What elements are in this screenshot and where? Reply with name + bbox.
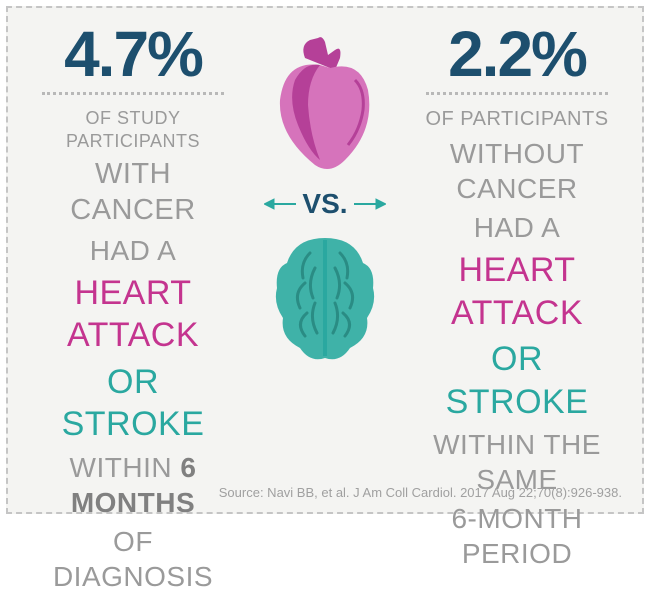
right-stroke: OR STROKE [416,338,618,423]
content-grid: 4.7% OF STUDY PARTICIPANTS WITH CANCER H… [26,22,624,462]
left-line7: OF DIAGNOSIS [32,524,234,594]
arrow-right-icon [354,197,386,211]
arrow-left-icon [264,197,296,211]
right-heart-attack: HEART ATTACK [416,249,618,334]
right-line1: OF PARTICIPANTS [416,107,618,132]
infographic-frame: 4.7% OF STUDY PARTICIPANTS WITH CANCER H… [6,6,644,514]
vs-label: VS. [302,188,347,220]
right-line3: HAD A [416,210,618,245]
right-line2: WITHOUT CANCER [416,136,618,206]
left-within: WITHIN [70,452,181,483]
right-line7: 6-MONTH PERIOD [416,501,618,571]
source-citation: Source: Navi BB, et al. J Am Coll Cardio… [219,485,622,500]
left-stroke: OR STROKE [32,361,234,446]
left-column: 4.7% OF STUDY PARTICIPANTS WITH CANCER H… [26,22,240,598]
center-column: VS. [240,22,410,368]
left-line6: WITHIN 6 MONTHS [32,450,234,520]
divider-dots [426,92,608,95]
left-heart-attack: HEART ATTACK [32,272,234,357]
left-line3: HAD A [32,233,234,268]
vs-row: VS. [264,188,385,220]
divider-dots [42,92,224,95]
heart-icon [260,30,390,180]
right-percentage: 2.2% [416,22,618,86]
left-percentage: 4.7% [32,22,234,86]
left-line2: WITH CANCER [32,156,234,229]
left-line1: OF STUDY PARTICIPANTS [32,107,234,152]
brain-icon [265,228,385,368]
